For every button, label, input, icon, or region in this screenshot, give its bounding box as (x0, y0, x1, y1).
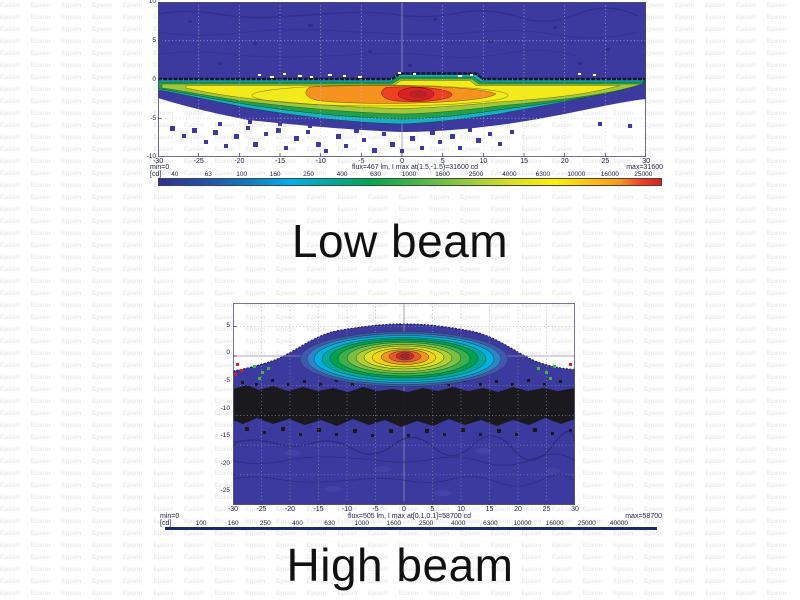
low-beam-flux-annotation: flux=467 lm, I max at(1.5,-1.5)=31600 cd (352, 164, 479, 171)
x-tick-label: 25 (601, 158, 610, 165)
y-tick-label: 10 (148, 0, 156, 6)
x-tick-label: -25 (256, 506, 267, 513)
colorbar-tick-label: 2500 (468, 170, 484, 178)
colorbar-tick-label: 10000 (567, 170, 586, 178)
low-beam-plot: 10 5 0 -5 -10 -30 -25 -20 -15 -10 -5 0 5 10 15 20 25 30 … (147, 0, 665, 186)
colorbar-tick-label: 160 (269, 170, 281, 178)
y-tick-label: 5 (152, 37, 156, 45)
low-beam-max-label: max=31600 (626, 164, 663, 171)
y-tick-label: -10 (146, 153, 156, 161)
colorbar-tick-label: 630 (324, 519, 336, 527)
y-tick-label: -20 (220, 459, 230, 467)
colorbar-tick-label: 4000 (450, 519, 466, 527)
colorbar-tick-label: 2500 (418, 519, 434, 527)
x-tick-label: 15 (485, 506, 494, 513)
colorbar-tick-label: 40000 (609, 519, 628, 527)
x-tick-label: 0 (400, 158, 405, 165)
low-beam-colorbar (158, 177, 662, 186)
y-tick-label: -25 (220, 487, 230, 495)
x-tick-label: 5 (430, 506, 435, 513)
colorbar-tick-label: 400 (292, 519, 303, 527)
high-beam-plot: 5 0 -5 -10 -15 -20 -25 -30 -25 -20 -15 -10 -5 0 5 10 15… (160, 299, 662, 535)
high-beam-y-axis: 5 0 -5 -10 -15 -20 -25 (216, 312, 231, 505)
colorbar-tick-label: 25000 (577, 519, 596, 527)
low-beam-unit-label: [cd] (150, 171, 162, 178)
colorbar-tick-label: 1600 (435, 170, 450, 178)
colorbar-tick-label: 4000 (502, 170, 517, 178)
high-beam-max-label: max=58700 (625, 513, 662, 520)
high-beam-colorbar-ticks: 100 160 250 400 630 1000 1600 2500 4000 6300 10000… (185, 520, 635, 527)
colorbar-tick-label: 630 (370, 170, 381, 178)
x-tick-label: -30 (227, 506, 239, 513)
colorbar-tick-label: 6300 (535, 170, 551, 178)
high-beam-min-label: min=0 (160, 513, 180, 520)
x-tick-label: 30 (642, 158, 650, 165)
colorbar-tick-label: 25000 (634, 170, 653, 178)
high-beam-title: High beam (286, 539, 514, 591)
x-tick-label: 25 (542, 506, 551, 513)
high-beam-unit-label: [cd] (160, 520, 172, 527)
colorbar-tick-label: 6300 (483, 519, 498, 527)
colorbar-tick-label: 1000 (401, 170, 417, 178)
high-beam-colorbar (165, 527, 657, 530)
x-tick-label: 20 (560, 158, 569, 165)
colorbar-tick-label: 250 (303, 170, 315, 178)
x-tick-label: 20 (514, 506, 522, 513)
y-tick-label: 0 (226, 349, 230, 357)
low-beam-heatmap (158, 2, 646, 157)
y-tick-label: 0 (152, 75, 156, 83)
colorbar-tick-label: 250 (259, 519, 271, 527)
colorbar-tick-label: 400 (336, 170, 348, 178)
high-beam-x-axis: -30 -25 -20 -15 -10 -5 0 5 10 15 20 25 30 (219, 506, 590, 513)
x-tick-label: 30 (571, 506, 579, 513)
x-tick-label: -5 (372, 506, 379, 513)
x-tick-label: -10 (341, 506, 353, 513)
y-tick-label: -5 (150, 114, 156, 122)
x-tick-label: 0 (402, 506, 406, 513)
colorbar-tick-label: 16000 (600, 170, 619, 178)
x-tick-label: -20 (234, 158, 245, 165)
high-beam-flux-annotation: flux=505 lm, I max at[0.1,0.1]=58700 cd (348, 513, 471, 520)
y-tick-label: -10 (220, 404, 230, 412)
y-tick-label: -15 (220, 432, 230, 440)
colorbar-tick-label: 16000 (545, 519, 564, 527)
colorbar-tick-label: 160 (227, 519, 239, 527)
x-tick-label: -20 (284, 506, 296, 513)
x-tick-label: 15 (520, 158, 528, 165)
x-tick-label: -15 (274, 158, 286, 165)
colorbar-tick-label: 100 (195, 519, 207, 527)
low-beam-min-label: min=0 (150, 164, 170, 171)
x-tick-label: -15 (313, 506, 324, 513)
low-beam-y-axis: 10 5 0 -5 -10 (142, 0, 157, 176)
colorbar-tick-label: 40 (171, 170, 179, 178)
x-tick-label: 10 (479, 158, 488, 165)
x-tick-label: 10 (457, 506, 465, 513)
x-tick-label: -30 (152, 158, 164, 165)
colorbar-tick-label: 100 (236, 170, 248, 178)
x-tick-label: -25 (193, 158, 204, 165)
colorbar-tick-label: 63 (204, 170, 212, 178)
high-beam-heatmap (233, 303, 575, 505)
x-tick-label: -5 (358, 158, 365, 165)
colorbar-tick-label: 10000 (513, 519, 532, 527)
colorbar-tick-label: 1600 (386, 519, 402, 527)
x-tick-label: -10 (315, 158, 326, 165)
low-beam-title: Low beam (291, 215, 509, 267)
y-tick-label: 5 (226, 321, 230, 329)
low-beam-colorbar-ticks: 40 63 100 160 250 400 630 1000 1600 2500 4000 6300 1… (158, 171, 660, 178)
low-beam-x-axis: -30 -25 -20 -15 -10 -5 0 5 10 15 20 25 30 (138, 158, 667, 165)
colorbar-tick-label: 1000 (354, 519, 369, 527)
x-tick-label: 5 (440, 158, 445, 165)
y-tick-label: -5 (224, 376, 230, 384)
